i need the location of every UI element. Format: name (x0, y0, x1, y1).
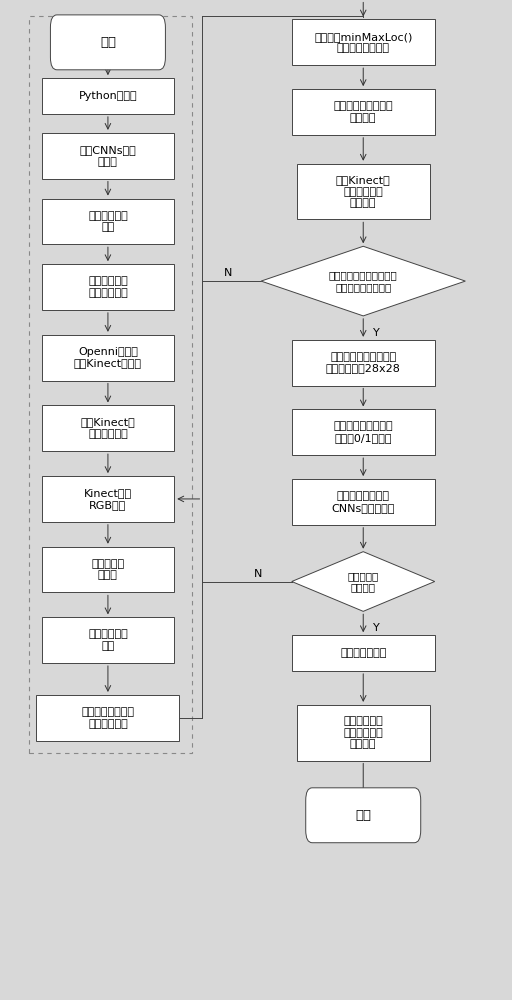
Text: 将采集图像
灰度化: 将采集图像 灰度化 (91, 559, 124, 580)
Text: Kinect采集
RGB图像: Kinect采集 RGB图像 (84, 488, 132, 510)
Text: 结束: 结束 (355, 809, 371, 822)
FancyBboxPatch shape (292, 409, 435, 455)
Text: 将最匹配的位置进行
定位标记: 将最匹配的位置进行 定位标记 (333, 101, 393, 123)
FancyBboxPatch shape (297, 705, 430, 761)
FancyBboxPatch shape (41, 405, 174, 451)
Text: 根据规定阈值，对图
像进行0/1二值化: 根据规定阈值，对图 像进行0/1二值化 (333, 421, 393, 443)
Text: 判断所获目标图像是否在
规定的深度区间范围: 判断所获目标图像是否在 规定的深度区间范围 (329, 270, 398, 292)
Text: Y: Y (373, 623, 379, 633)
FancyBboxPatch shape (41, 335, 174, 381)
Text: Y: Y (373, 328, 379, 338)
Text: 引入CNNs图像
识别库: 引入CNNs图像 识别库 (79, 145, 136, 167)
Text: Openni初始化
开启Kinect传感器: Openni初始化 开启Kinect传感器 (74, 347, 142, 368)
Text: 判定是否为
数字图像: 判定是否为 数字图像 (348, 571, 379, 592)
Text: 将源图与加载图像
进行模板匹配: 将源图与加载图像 进行模板匹配 (81, 707, 135, 729)
Text: 通过函数minMaxLoc()
定位最匹配的位置: 通过函数minMaxLoc() 定位最匹配的位置 (314, 32, 412, 53)
FancyBboxPatch shape (297, 164, 430, 219)
Text: Python初始化: Python初始化 (79, 91, 137, 101)
Text: 设置Kinect采
集图像的参数: 设置Kinect采 集图像的参数 (80, 418, 135, 439)
FancyBboxPatch shape (41, 617, 174, 663)
FancyBboxPatch shape (306, 788, 421, 843)
Text: 通过Kinect获
取目标图片的
深度信息: 通过Kinect获 取目标图片的 深度信息 (336, 175, 391, 208)
FancyBboxPatch shape (41, 476, 174, 522)
FancyBboxPatch shape (41, 78, 174, 114)
FancyBboxPatch shape (41, 199, 174, 244)
FancyBboxPatch shape (41, 264, 174, 310)
FancyBboxPatch shape (36, 695, 179, 741)
Text: 显示判定的数字: 显示判定的数字 (340, 648, 387, 658)
Text: 根据数字，输
出对应的小车
控制信号: 根据数字，输 出对应的小车 控制信号 (344, 716, 383, 749)
Polygon shape (292, 552, 435, 611)
FancyBboxPatch shape (41, 547, 174, 592)
Text: 加载模板匹配
图像: 加载模板匹配 图像 (88, 211, 128, 232)
Text: 开始: 开始 (100, 36, 116, 49)
FancyBboxPatch shape (50, 15, 165, 70)
FancyBboxPatch shape (292, 479, 435, 525)
FancyBboxPatch shape (292, 635, 435, 671)
Text: 创建输出图像
矩阵: 创建输出图像 矩阵 (88, 629, 128, 651)
FancyBboxPatch shape (292, 340, 435, 386)
FancyBboxPatch shape (292, 19, 435, 65)
Text: 将二值化图像代入
CNNs中分析识别: 将二值化图像代入 CNNs中分析识别 (332, 491, 395, 513)
Text: 将加载图像转
换成灰度图像: 将加载图像转 换成灰度图像 (88, 276, 128, 298)
FancyBboxPatch shape (292, 89, 435, 135)
Text: 提取标记图像，并以线
性方式缩小至28x28: 提取标记图像，并以线 性方式缩小至28x28 (326, 352, 401, 373)
Text: N: N (254, 569, 263, 579)
FancyBboxPatch shape (41, 133, 174, 179)
Text: N: N (224, 268, 232, 278)
Polygon shape (261, 246, 465, 316)
